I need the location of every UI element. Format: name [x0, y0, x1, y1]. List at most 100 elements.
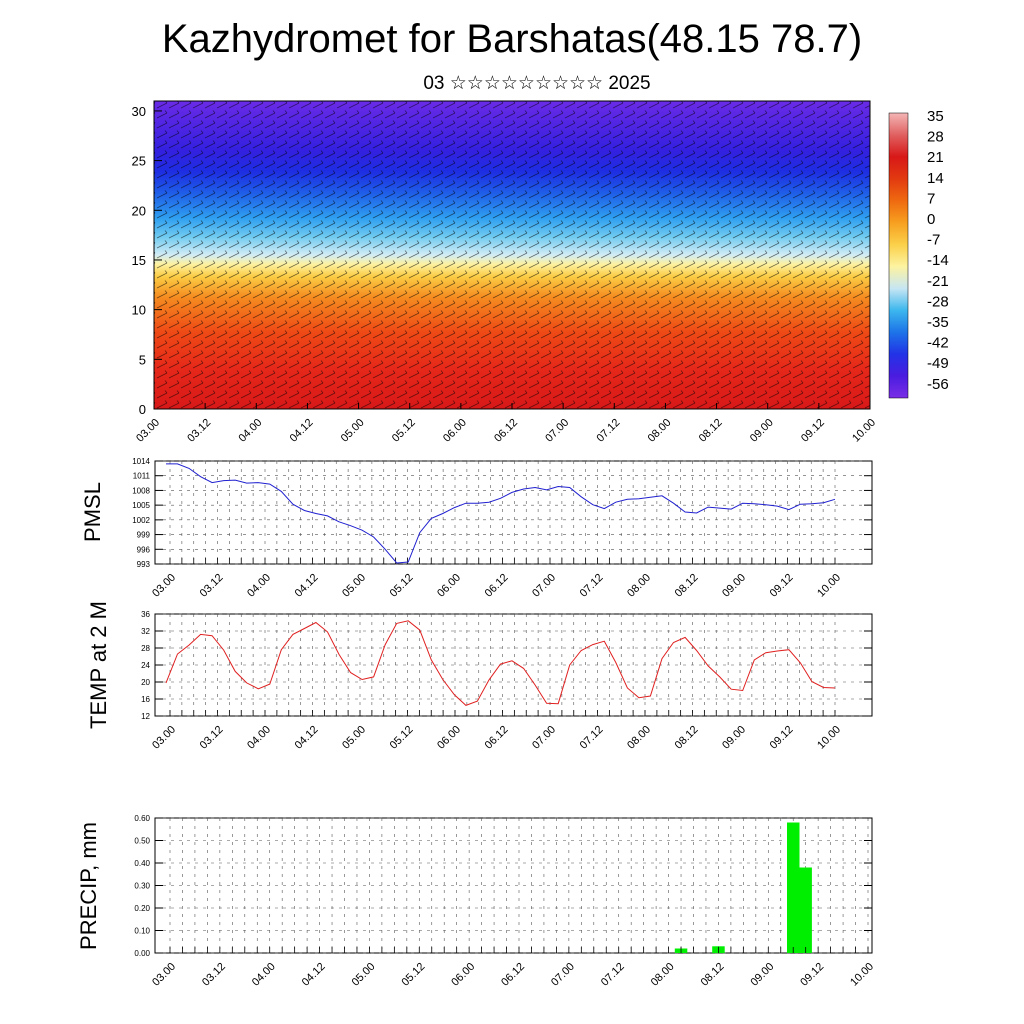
p1-x-tick-label: 04.00 — [245, 572, 273, 600]
precip-panel: 0.00 0.10 0.20 0.30 0.40 0.50 0.60 03.00 03.12 04… — [76, 814, 876, 989]
p2-x-tick-label: 06.00 — [435, 724, 463, 752]
p2-y-tick-label: 24 — [141, 661, 150, 670]
p2-x-tick-label: 03.12 — [198, 724, 226, 752]
precip-x-tick-label: 04.12 — [300, 961, 328, 989]
precip-x-tick-label: 07.00 — [549, 961, 577, 989]
cross-section-x-tick-label: 04.00 — [236, 417, 264, 445]
p1-x-tick-label: 06.12 — [483, 572, 511, 600]
temperature-grid — [155, 613, 872, 717]
colorbar-label: 21 — [927, 149, 944, 166]
precip-x-tick-label: 06.00 — [449, 961, 477, 989]
p2-y-tick-label: 20 — [141, 678, 150, 687]
pmsl-axes: 993 996 999 1002 1005 1008 1011 1014 03.00 03.12 0… — [132, 457, 872, 600]
p2-x-tick-label: 05.12 — [388, 724, 416, 752]
precip-x-tick-label: 08.00 — [649, 961, 677, 989]
colorbar-label: -7 — [927, 232, 940, 249]
chart-subtitle: 03 ☆☆☆☆☆☆☆☆☆ 2025 — [423, 73, 651, 94]
p1-x-tick-label: 06.00 — [435, 572, 463, 600]
p1-y-tick-label: 1011 — [133, 472, 151, 481]
cross-section-x-tick-label: 04.12 — [288, 417, 316, 445]
colorbar-label: -42 — [927, 335, 949, 352]
p1-y-tick-label: 1014 — [132, 457, 150, 466]
p1-y-tick-label: 999 — [137, 531, 151, 540]
p2-x-tick-label: 08.12 — [673, 724, 701, 752]
cross-section-x-tick-label: 03.00 — [134, 417, 162, 445]
p2-y-tick-label: 12 — [141, 712, 150, 721]
colorbar-label: -21 — [927, 273, 949, 290]
precip-grid — [155, 817, 872, 954]
pmsl-panel: 993 996 999 1002 1005 1008 1011 1014 03.00 03.12 0… — [80, 457, 873, 600]
precip-bar — [799, 867, 812, 953]
colorbar-label: 7 — [927, 190, 935, 207]
p1-x-tick-label: 08.00 — [625, 572, 653, 600]
p1-x-tick-label: 09.12 — [768, 572, 796, 600]
chart-title: Kazhydromet for Barshatas(48.15 78.7) — [161, 17, 863, 61]
p2-x-tick-label: 07.00 — [530, 724, 558, 752]
p2-x-tick-label: 04.12 — [293, 724, 321, 752]
colorbar-label: 35 — [927, 108, 944, 125]
p1-y-tick-label: 1002 — [132, 516, 150, 525]
p1-x-tick-label: 05.12 — [388, 572, 416, 600]
precip-x-tick-label: 08.12 — [699, 961, 727, 989]
colorbar-label: -28 — [927, 293, 949, 310]
precip-x-tick-label: 05.00 — [350, 961, 378, 989]
pmsl-grid — [155, 460, 872, 565]
precip-y-tick-label: 0.40 — [134, 859, 150, 868]
colorbar-label: -49 — [927, 355, 949, 372]
colorbar-label: -56 — [927, 376, 949, 393]
cross-section-x-tick-label: 09.00 — [748, 417, 776, 445]
p1-x-tick-label: 08.12 — [673, 572, 701, 600]
p2-y-tick-label: 16 — [141, 695, 150, 704]
precip-bar — [787, 822, 800, 953]
cross-section-x-tick-label: 06.00 — [441, 417, 469, 445]
p1-y-tick-label: 1005 — [132, 501, 150, 510]
p1-y-tick-label: 1008 — [132, 486, 150, 495]
p2-x-tick-label: 09.00 — [720, 724, 748, 752]
cross-section-y-tick-label: 25 — [132, 154, 146, 169]
cross-section-y-tick-label: 30 — [132, 104, 146, 119]
p2-y-tick-label: 28 — [141, 644, 150, 653]
wind-barbs — [154, 101, 870, 409]
cross-section-panel: 0 5 10 15 20 25 30 03.00 03.12 04.00 04.12 05.00 05… — [132, 100, 878, 445]
precip-y-tick-label: 0.30 — [134, 882, 150, 891]
pmsl-frame — [154, 460, 873, 565]
cross-section-x-tick-label: 06.12 — [492, 417, 520, 445]
precip-y-label: PRECIP, mm — [76, 822, 101, 950]
precip-y-tick-label: 0.60 — [134, 814, 150, 823]
cross-section-y-tick-label: 0 — [139, 402, 146, 417]
colorbar-label: -35 — [927, 314, 949, 331]
cross-section-y-tick-label: 5 — [139, 352, 146, 367]
colorbar: 35 28 21 14 7 0 -7 -14 -21 -28 -35 -42 -49 -56 — [888, 108, 949, 399]
precip-x-tick-label: 04.00 — [250, 961, 278, 989]
p1-x-tick-label: 04.12 — [293, 572, 321, 600]
colorbar-label: 28 — [927, 129, 944, 146]
cross-section-x-tick-label: 05.00 — [339, 417, 367, 445]
p1-x-tick-label: 07.00 — [530, 572, 558, 600]
p1-y-tick-label: 996 — [137, 545, 151, 554]
cross-section-x-tick-label: 03.12 — [185, 417, 213, 445]
p2-x-tick-label: 09.12 — [768, 724, 796, 752]
precip-x-tick-label: 09.00 — [748, 961, 776, 989]
p1-x-tick-label: 05.00 — [340, 572, 368, 600]
colorbar-scale — [888, 112, 909, 399]
p1-x-tick-label: 09.00 — [720, 572, 748, 600]
p2-x-tick-label: 08.00 — [625, 724, 653, 752]
p2-x-tick-label: 05.00 — [340, 724, 368, 752]
cross-section-y-tick-label: 10 — [132, 303, 146, 318]
precip-x-tick-label: 03.00 — [150, 961, 178, 989]
p2-x-tick-label: 10.00 — [815, 724, 843, 752]
p1-x-tick-label: 07.12 — [578, 572, 606, 600]
cross-section-x-tick-label: 07.12 — [594, 417, 622, 445]
p1-x-tick-label: 10.00 — [815, 572, 843, 600]
colorbar-label: -14 — [927, 252, 949, 269]
precip-x-tick-label: 07.12 — [599, 961, 627, 989]
precip-x-tick-label: 03.12 — [200, 961, 228, 989]
cross-section-x-tick-label: 08.12 — [697, 417, 725, 445]
colorbar-label: 0 — [927, 211, 935, 228]
p1-x-tick-label: 03.00 — [150, 572, 178, 600]
cross-section-x-tick-label: 05.12 — [390, 417, 418, 445]
p2-x-tick-label: 07.12 — [578, 724, 606, 752]
colorbar-label: 14 — [927, 170, 944, 187]
p2-y-tick-label: 36 — [141, 610, 150, 619]
